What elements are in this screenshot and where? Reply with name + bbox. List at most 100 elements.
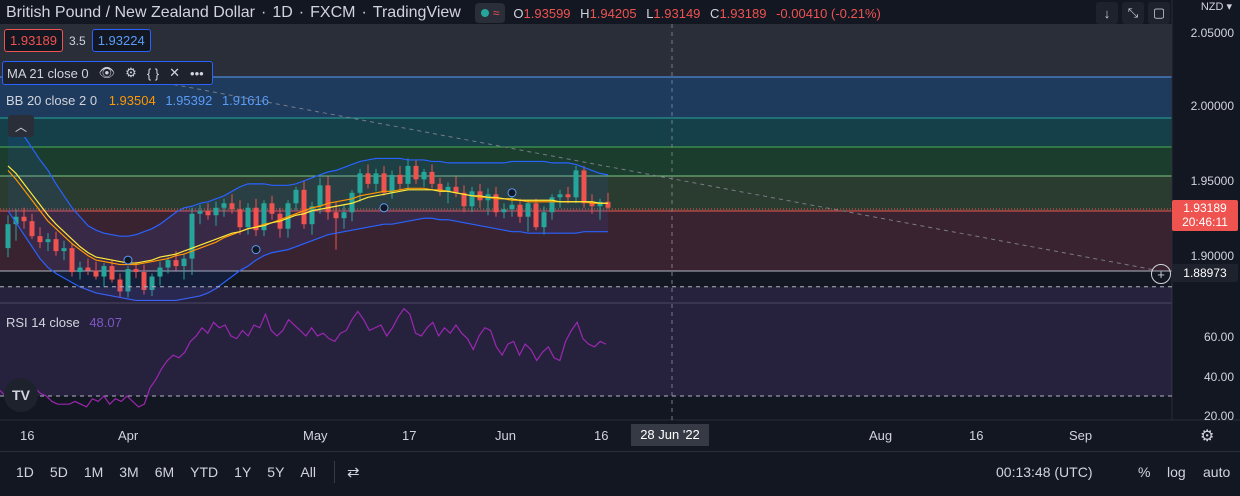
- time-tick: May: [303, 428, 328, 443]
- bb-indicator-legend[interactable]: BB 20 close 2 0 1.93504 1.95392 1.91616: [6, 93, 269, 108]
- candle-body: [21, 216, 27, 222]
- time-tick: 16: [969, 428, 984, 443]
- candle-body: [13, 216, 19, 225]
- time-tick: Sep: [1069, 428, 1093, 443]
- eye-icon[interactable]: 👁: [98, 65, 116, 80]
- log-toggle[interactable]: log: [1167, 464, 1186, 480]
- interval-label[interactable]: 1D: [272, 4, 293, 21]
- calendar-goto-icon[interactable]: ⇄: [346, 464, 360, 481]
- range-all[interactable]: All: [300, 464, 316, 480]
- candle-body: [509, 204, 515, 210]
- time-tick: Aug: [869, 428, 893, 443]
- symbol-legend[interactable]: British Pound / New Zealand Dollar · 1D …: [6, 2, 887, 24]
- symbol-name[interactable]: British Pound / New Zealand Dollar: [6, 4, 256, 21]
- candle-body: [533, 203, 539, 228]
- close-icon[interactable]: ✕: [169, 65, 181, 80]
- candle-body: [405, 165, 411, 184]
- trade-panel: 1.93189 3.5 1.93224: [4, 29, 151, 52]
- candle-body: [269, 203, 275, 214]
- open-value: 1.93599: [523, 5, 571, 21]
- candle-body: [389, 174, 395, 193]
- range-6m[interactable]: 6M: [154, 464, 175, 480]
- percent-toggle[interactable]: %: [1138, 464, 1151, 480]
- candle-body: [301, 189, 307, 225]
- screenshot-icon[interactable]: ▢: [1148, 2, 1170, 24]
- market-open-dot-icon: [480, 9, 489, 17]
- fullscreen-icon[interactable]: ⤡: [1122, 2, 1144, 24]
- range-3m[interactable]: 3M: [119, 464, 139, 480]
- gear-icon[interactable]: ⚙: [125, 65, 137, 80]
- candle-body: [149, 276, 155, 290]
- candle-body: [541, 212, 547, 228]
- candle-body: [597, 201, 603, 207]
- range-1m[interactable]: 1M: [83, 464, 104, 480]
- candle-body: [293, 189, 299, 204]
- high-label: H: [580, 5, 590, 21]
- current-price-tag: 1.93189 20:46:11: [1172, 200, 1238, 231]
- rsi-label: RSI 14 close: [6, 315, 80, 330]
- ohlc-values: O1.93599 H1.94205 L1.93149 C1.93189 -0.0…: [513, 6, 886, 21]
- candle-body: [229, 203, 235, 210]
- bollinger-lower-line: [7, 210, 608, 302]
- candle-body: [117, 279, 123, 292]
- bb-lower-value: 1.91616: [221, 93, 269, 108]
- braces-icon[interactable]: { }: [146, 65, 160, 81]
- candle-body: [309, 206, 315, 225]
- fib-zone: [0, 118, 1172, 147]
- candle-body: [213, 207, 219, 216]
- range-1d[interactable]: 1D: [16, 464, 34, 480]
- range-ytd[interactable]: YTD: [190, 464, 219, 480]
- high-value: 1.94205: [589, 5, 637, 21]
- time-tick: Apr: [118, 428, 139, 443]
- tradingview-logo[interactable]: TV: [4, 378, 38, 412]
- candle-body: [205, 210, 211, 216]
- bollinger-band-fill: [8, 121, 608, 301]
- range-5d[interactable]: 5D: [49, 464, 68, 480]
- candle-body: [573, 170, 579, 198]
- rsi-legend[interactable]: RSI 14 close 48.07: [6, 315, 122, 330]
- crosshair-date-tag: 28 Jun '22: [631, 424, 709, 446]
- time-tick: 16: [20, 428, 35, 443]
- candle-body: [253, 207, 259, 231]
- plus-icon[interactable]: +: [1151, 264, 1171, 284]
- candle-body: [61, 248, 67, 252]
- sell-button[interactable]: 1.93189: [4, 29, 63, 52]
- market-status[interactable]: ≈: [474, 3, 506, 23]
- time-tick: Jun: [495, 428, 516, 443]
- candle-body: [29, 221, 35, 237]
- candle-body: [429, 171, 435, 184]
- utc-clock[interactable]: 00:13:48 (UTC): [996, 464, 1093, 480]
- range-5y[interactable]: 5Y: [267, 464, 285, 480]
- candle-body: [165, 260, 171, 268]
- candle-body: [557, 194, 563, 198]
- cross-marker: [379, 203, 389, 213]
- candle-body: [469, 191, 475, 207]
- more-icon[interactable]: •••: [190, 65, 204, 81]
- candle-body: [141, 272, 147, 290]
- rsi-tick: 20.00: [1203, 409, 1234, 423]
- candle-body: [125, 269, 131, 292]
- range-1y[interactable]: 1Y: [234, 464, 252, 480]
- open-label: O: [513, 5, 524, 21]
- gear-icon[interactable]: ⚙: [1200, 428, 1215, 445]
- price-tick: 2.00000: [1190, 99, 1234, 113]
- close-label: C: [710, 5, 720, 21]
- bb-upper-value: 1.95392: [165, 93, 213, 108]
- ma-indicator-legend[interactable]: MA 21 close 0 👁 ⚙ { } ✕ •••: [2, 61, 213, 85]
- candle-body: [109, 266, 115, 280]
- separator: ·: [298, 4, 305, 21]
- currency-selector[interactable]: NZD ▾: [1200, 1, 1232, 13]
- candle-body: [325, 185, 331, 213]
- low-label: L: [646, 5, 654, 21]
- chevron-up-icon[interactable]: ︿: [8, 115, 34, 137]
- buy-button[interactable]: 1.93224: [91, 29, 151, 52]
- candle-body: [5, 224, 11, 249]
- auto-toggle[interactable]: auto: [1203, 464, 1231, 480]
- arrow-down-icon[interactable]: ↓: [1096, 2, 1118, 24]
- candle-body: [181, 258, 187, 267]
- candle-body: [413, 165, 419, 180]
- candle-body: [493, 194, 499, 213]
- candle-body: [397, 174, 403, 184]
- rsi-line: [0, 307, 607, 408]
